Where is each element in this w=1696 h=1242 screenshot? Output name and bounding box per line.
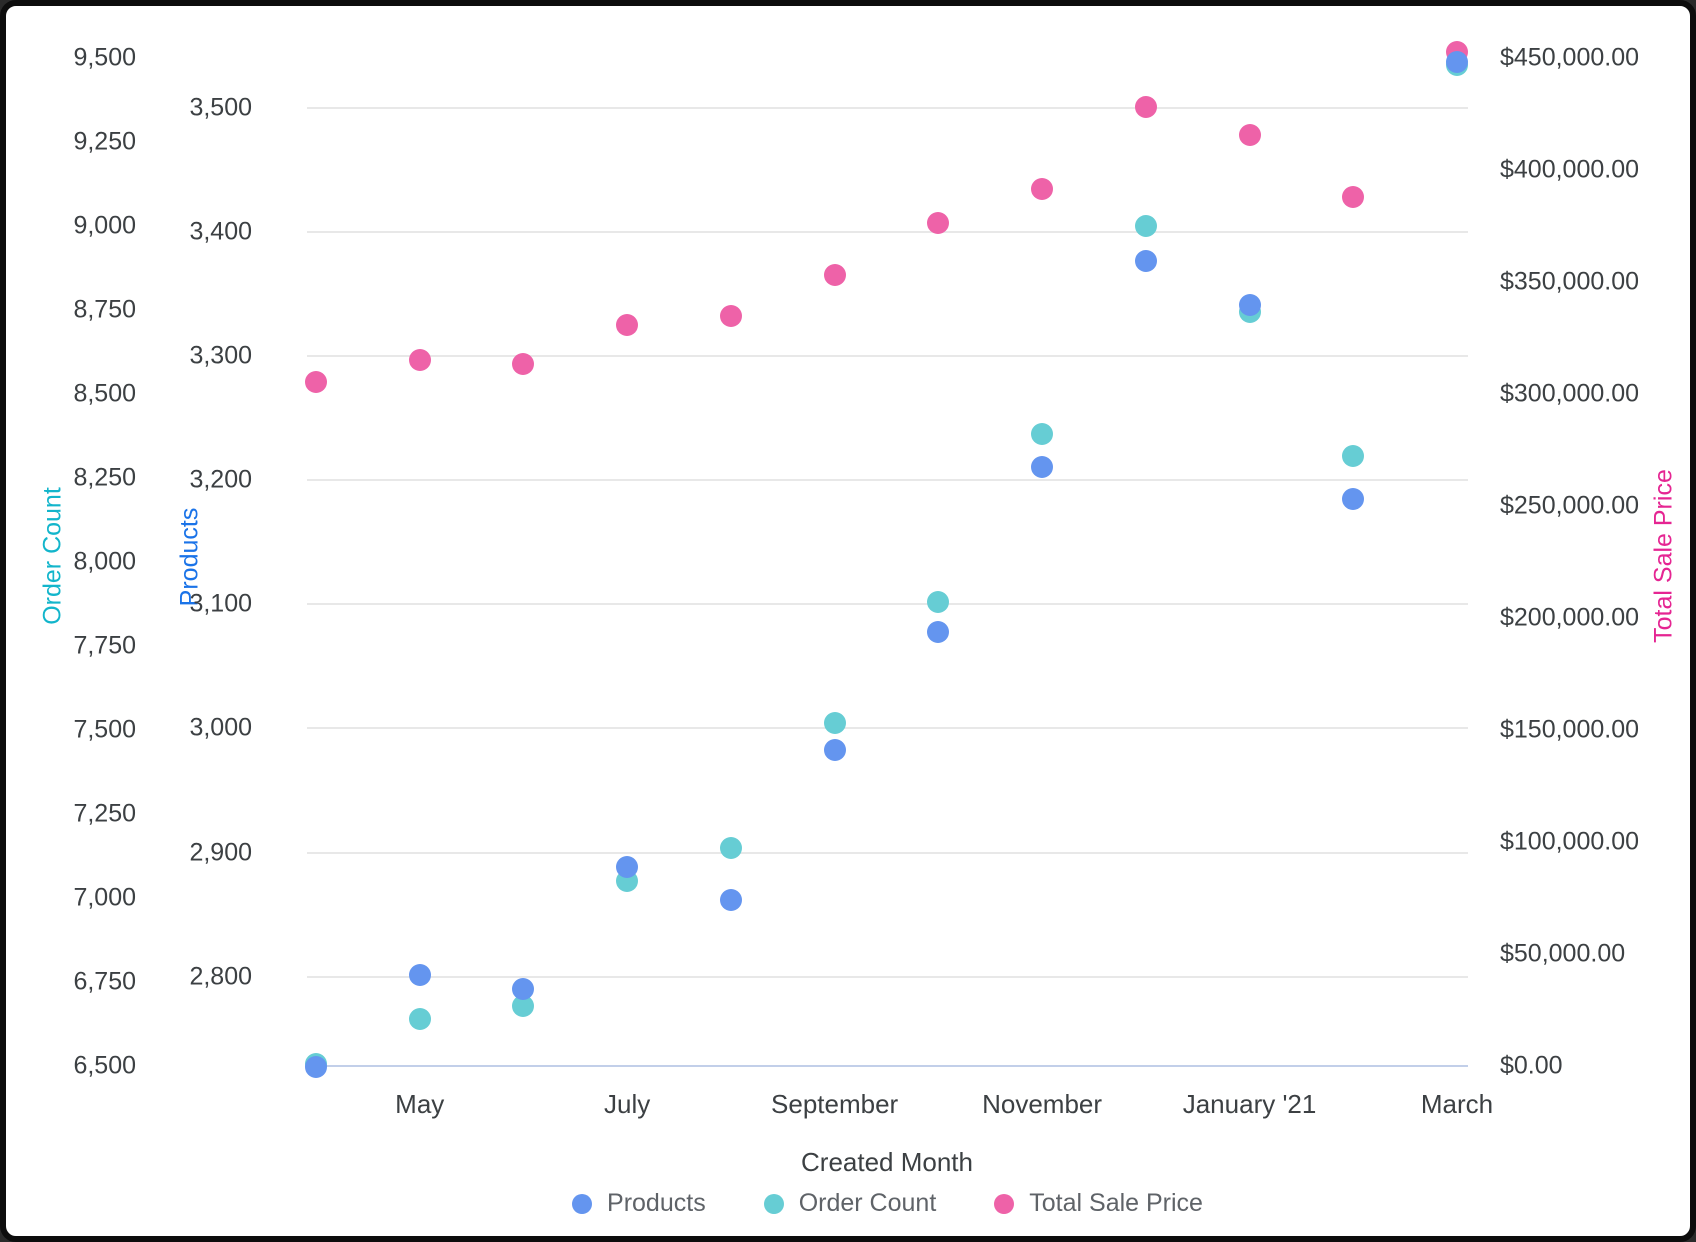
data-point-products[interactable] (1446, 51, 1468, 74)
data-point-order-count[interactable] (1342, 445, 1365, 468)
data-point-total-sale-price[interactable] (1031, 178, 1054, 201)
data-point-order-count[interactable] (1134, 215, 1157, 238)
legend-item-order-count[interactable]: Order Count (763, 1189, 937, 1218)
y-tick-order-count: 7,500 (73, 715, 136, 744)
gridline (307, 727, 1468, 730)
legend-label-total-sale-price: Total Sale Price (1029, 1189, 1203, 1217)
data-point-products[interactable] (823, 738, 846, 761)
data-point-products[interactable] (927, 620, 950, 643)
legend-item-products[interactable]: Products (572, 1189, 706, 1218)
gridline (307, 975, 1468, 978)
y-tick-products: 3,300 (189, 341, 252, 370)
y-tick-products: 3,400 (189, 217, 252, 246)
data-point-order-count[interactable] (719, 836, 742, 859)
gridline (307, 231, 1468, 234)
gridline (307, 479, 1468, 482)
data-point-total-sale-price[interactable] (616, 313, 639, 336)
y-tick-products: 3,000 (189, 713, 252, 742)
x-tick-label: March (1420, 1089, 1494, 1119)
data-point-order-count[interactable] (823, 712, 846, 735)
data-point-products[interactable] (616, 856, 639, 879)
data-point-total-sale-price[interactable] (1342, 185, 1365, 208)
y-tick-products: 2,900 (189, 838, 252, 867)
y-tick-order-count: 9,250 (73, 127, 136, 156)
legend-item-total-sale-price[interactable]: Total Sale Price (994, 1189, 1203, 1218)
y-tick-order-count: 8,250 (73, 463, 136, 492)
y-tick-order-count: 9,500 (73, 43, 136, 72)
data-point-total-sale-price[interactable] (823, 264, 846, 287)
y-tick-order-count: 7,750 (73, 631, 136, 660)
gridline (307, 107, 1468, 110)
y-tick-total-sale-price: $300,000.00 (1500, 379, 1640, 408)
y-tick-products: 3,200 (189, 465, 252, 494)
data-point-total-sale-price[interactable] (927, 211, 950, 234)
data-point-products[interactable] (408, 964, 431, 987)
y-tick-order-count: 8,000 (73, 547, 136, 576)
x-tick-label: November (982, 1089, 1103, 1119)
x-axis-title: Created Month (801, 1147, 973, 1177)
y-tick-order-count: 9,000 (73, 211, 136, 240)
y-tick-order-count: 8,500 (73, 379, 136, 408)
gridline (307, 603, 1468, 606)
y-tick-total-sale-price: $250,000.00 (1500, 491, 1640, 520)
data-point-products[interactable] (1238, 294, 1261, 317)
y-tick-order-count: 8,750 (73, 295, 136, 324)
y-tick-order-count: 7,250 (73, 799, 136, 828)
legend-marker-products (572, 1193, 593, 1214)
x-tick-label: January '21 (1182, 1089, 1317, 1119)
y-tick-order-count: 6,750 (73, 967, 136, 996)
y-tick-products: 2,800 (189, 962, 252, 991)
gridline (307, 851, 1468, 854)
x-tick-label: September (771, 1089, 899, 1119)
y-tick-products: 3,500 (189, 93, 252, 122)
data-point-order-count[interactable] (408, 1007, 431, 1030)
data-point-total-sale-price[interactable] (1238, 124, 1261, 147)
y-tick-total-sale-price: $100,000.00 (1500, 827, 1640, 856)
data-point-total-sale-price[interactable] (305, 370, 327, 393)
legend-marker-order-count (763, 1193, 784, 1214)
data-point-total-sale-price[interactable] (719, 304, 742, 327)
x-tick-label: July (604, 1089, 651, 1119)
data-point-total-sale-price[interactable] (512, 352, 535, 375)
y-tick-total-sale-price: $450,000.00 (1500, 43, 1640, 72)
gridline (307, 355, 1468, 358)
y-tick-order-count: 7,000 (73, 883, 136, 912)
y-tick-total-sale-price: $350,000.00 (1500, 267, 1640, 296)
data-point-products[interactable] (1031, 455, 1054, 478)
data-point-products[interactable] (719, 888, 742, 911)
y-tick-total-sale-price: $50,000.00 (1500, 939, 1626, 968)
data-point-products[interactable] (1134, 249, 1157, 272)
legend-marker-total-sale-price (994, 1193, 1015, 1214)
data-point-products[interactable] (1342, 487, 1365, 510)
y-tick-total-sale-price: $150,000.00 (1500, 715, 1640, 744)
y-tick-order-count: 6,500 (73, 1051, 136, 1080)
data-point-order-count[interactable] (1031, 423, 1054, 446)
legend-label-order-count: Order Count (798, 1189, 937, 1217)
data-point-total-sale-price[interactable] (408, 349, 431, 372)
y-axis-title-total-sale-price: Total Sale Price (1649, 469, 1678, 643)
data-point-products[interactable] (305, 1056, 327, 1079)
x-axis-line (307, 1065, 1468, 1067)
legend-label-products: Products (607, 1189, 706, 1217)
data-point-total-sale-price[interactable] (1134, 96, 1157, 119)
y-tick-total-sale-price: $0.00 (1500, 1051, 1563, 1080)
data-point-order-count[interactable] (927, 591, 950, 614)
x-tick-label: May (395, 1089, 445, 1119)
y-tick-products: 3,100 (189, 589, 252, 618)
legend: Products Order Count Total Sale Price (307, 1189, 1468, 1218)
data-point-order-count[interactable] (512, 994, 535, 1017)
y-tick-total-sale-price: $400,000.00 (1500, 155, 1640, 184)
y-tick-total-sale-price: $200,000.00 (1500, 603, 1640, 632)
data-point-products[interactable] (512, 978, 535, 1001)
